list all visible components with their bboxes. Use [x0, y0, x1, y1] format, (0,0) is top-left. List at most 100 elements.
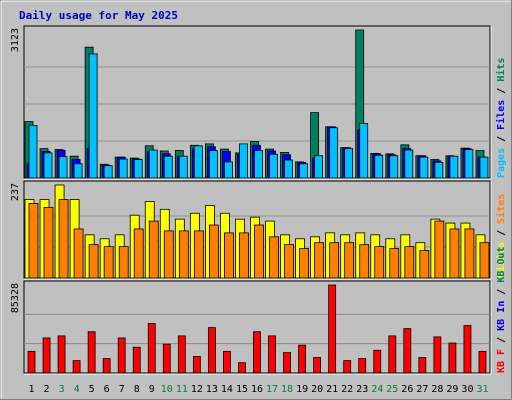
bar-sites: [269, 236, 279, 279]
bar-pages: [208, 150, 218, 179]
bar-pages: [103, 165, 113, 179]
panel-max-label: 237: [10, 183, 21, 201]
x-tick-label: 10: [161, 384, 173, 395]
bar-kb-f: [117, 337, 126, 374]
bar-pages: [284, 159, 293, 179]
bar-pages: [389, 155, 399, 179]
bar-sites: [449, 228, 460, 279]
x-tick-label: 4: [74, 384, 80, 395]
bar-sites: [88, 244, 99, 279]
bar-sites: [389, 248, 400, 279]
bar-sites: [103, 246, 114, 279]
x-tick-label: 30: [461, 384, 473, 395]
x-tick-label: 21: [326, 384, 338, 395]
bar-kb-f: [207, 327, 216, 374]
bar-sites: [464, 228, 475, 279]
bar-kb-f: [192, 356, 201, 374]
x-tick-label: 13: [206, 384, 218, 395]
panel-visits-sites: 237 Visits / Sites: [10, 180, 507, 280]
bar-pages: [464, 149, 474, 179]
bar-pages: [404, 149, 414, 179]
x-tick-label: 23: [356, 384, 368, 395]
panel-pages-files-hits: 3123 Pages / Files / Hits: [10, 25, 507, 180]
bar-pages: [449, 155, 459, 179]
bar-pages: [374, 154, 384, 179]
legend-entry: Files: [495, 100, 507, 130]
bar-kb-f: [42, 337, 51, 374]
bar-sites: [193, 230, 204, 279]
bar-kb-f: [177, 335, 186, 374]
bar-sites: [43, 206, 54, 279]
bar-pages: [434, 161, 444, 179]
bar-kb-f: [27, 350, 36, 374]
chart-title: Daily usage for May 2025: [19, 9, 178, 22]
bar-kb-f: [343, 360, 352, 374]
x-tick-label: 17: [266, 384, 278, 395]
bar-kb-f: [238, 362, 246, 374]
bar-pages: [133, 159, 143, 179]
bar-pages: [43, 152, 53, 179]
x-tick-label: 29: [446, 384, 458, 395]
x-tick-label: 11: [176, 384, 188, 395]
legend-entry: /: [496, 130, 507, 148]
bar-sites: [419, 250, 430, 279]
x-tick-label: 16: [251, 384, 263, 395]
legend-entry: Hits: [495, 58, 507, 82]
x-tick-label: 22: [341, 384, 353, 395]
x-tick-label: 20: [311, 384, 323, 395]
bar-kb-f: [313, 357, 322, 374]
bar-pages: [254, 150, 263, 179]
legend-entry: Pages: [496, 148, 507, 178]
chart-panels: 3123 Pages / Files / Hits 237 Visits / Site…: [10, 25, 507, 375]
x-tick-labels: 1 2 3 4 5 6 7 8 9 10 11 12 13 14 15 16 17 18 19 20 21 22 23 24 2…: [29, 384, 489, 395]
bar-sites: [374, 246, 385, 279]
x-tick-label: 24: [371, 384, 383, 395]
x-tick-label: 31: [476, 384, 488, 395]
x-tick-label: 6: [104, 384, 110, 395]
bar-pages: [148, 149, 158, 179]
bar-kb-f: [132, 346, 141, 374]
bar-sites: [58, 199, 69, 279]
bar-sites: [118, 246, 129, 279]
bar-kb-f: [433, 336, 442, 374]
bar-sites: [224, 232, 234, 279]
bar-kb-f: [478, 350, 487, 374]
bar-kb-f: [72, 360, 81, 374]
bar-sites: [359, 244, 370, 279]
x-tick-label: 12: [191, 384, 203, 395]
x-tick-label: 2: [44, 384, 50, 395]
bar-kb-f: [463, 325, 472, 374]
bar-pages: [359, 123, 369, 179]
bar-kb-f: [147, 323, 156, 374]
bar-kb-f: [102, 358, 111, 374]
bar-sites: [404, 246, 415, 279]
bar-sites: [148, 220, 159, 279]
x-tick-label: 5: [89, 384, 95, 395]
bar-pages: [299, 163, 308, 179]
x-tick-label: 28: [431, 384, 443, 395]
bar-pages: [269, 153, 278, 179]
panel-legend: KB F / KB In / KB Out: [496, 247, 507, 373]
bar-kb-f: [358, 358, 367, 374]
bar-pages: [479, 156, 489, 179]
bar-pages: [73, 163, 83, 179]
bar-sites: [254, 224, 264, 279]
bar-kb-f: [418, 357, 427, 374]
x-tick-label: 8: [134, 384, 140, 395]
x-tick-label: 18: [281, 384, 293, 395]
legend-entry: Visits: [495, 242, 507, 278]
legend-entry: KB In: [496, 301, 507, 331]
bar-pages: [344, 148, 354, 179]
panel-kbf-kbin-kbout: 85328 KB F / KB In / KB Out: [10, 247, 507, 375]
legend-entry: KB F: [496, 349, 507, 373]
bar-pages: [314, 155, 324, 179]
bar-sites: [299, 248, 309, 279]
x-tick-label: 25: [386, 384, 398, 395]
bar-kb-f: [448, 342, 457, 374]
legend-entry: Sites: [495, 194, 507, 224]
bar-kb-f: [162, 343, 171, 374]
bar-pages: [239, 143, 248, 179]
panel-legend: Visits / Sites: [495, 194, 507, 278]
x-tick-label: 9: [149, 384, 155, 395]
